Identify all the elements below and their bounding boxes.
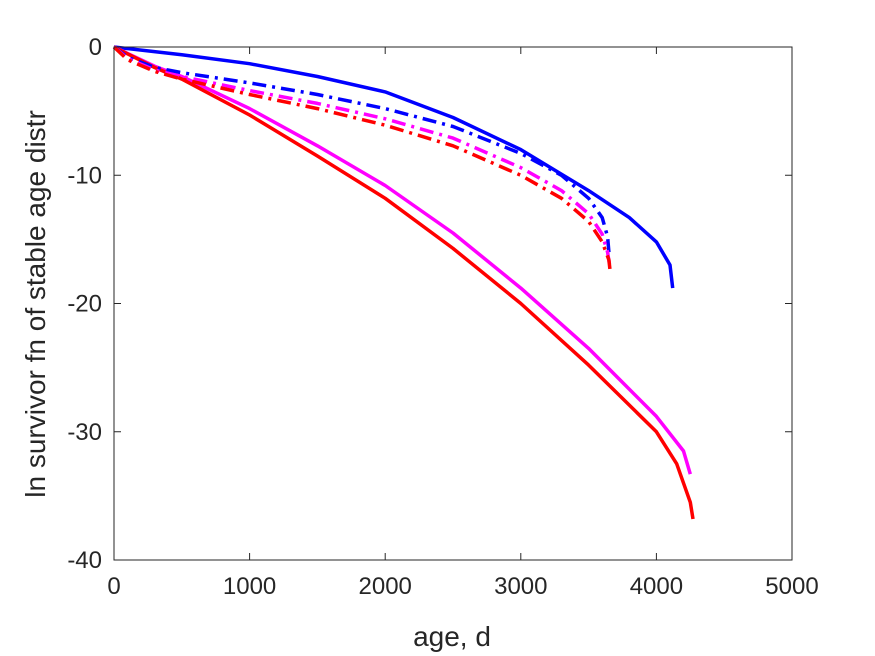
y-tick-label: -30 bbox=[67, 419, 102, 446]
x-tick-label: 3000 bbox=[494, 573, 547, 600]
x-axis-label: age, d bbox=[413, 621, 491, 652]
x-tick-label: 0 bbox=[107, 573, 120, 600]
x-tick-label: 2000 bbox=[359, 573, 412, 600]
y-axis-label: ln survivor fn of stable age distr bbox=[20, 110, 51, 498]
y-tick-label: 0 bbox=[89, 34, 102, 61]
y-tick-label: -40 bbox=[67, 547, 102, 574]
series-line-5 bbox=[112, 45, 612, 266]
plot-lines bbox=[112, 45, 695, 520]
x-tick-label: 4000 bbox=[630, 573, 683, 600]
x-tick-label: 1000 bbox=[223, 573, 276, 600]
series-line-3 bbox=[113, 45, 695, 520]
x-axis-ticks: 0 1000 2000 3000 4000 5000 bbox=[107, 47, 819, 600]
series-line-1 bbox=[113, 45, 675, 289]
series-line-6 bbox=[112, 45, 613, 273]
x-tick-label: 5000 bbox=[765, 573, 818, 600]
y-tick-label: -20 bbox=[67, 291, 102, 318]
series-line-4 bbox=[112, 45, 611, 253]
y-axis-ticks: 0 -10 -20 -30 -40 bbox=[67, 34, 792, 574]
y-tick-label: -10 bbox=[67, 162, 102, 189]
